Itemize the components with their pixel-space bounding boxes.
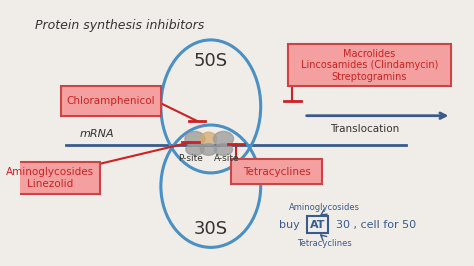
Text: P-site: P-site bbox=[178, 154, 203, 163]
FancyBboxPatch shape bbox=[231, 159, 322, 184]
Text: Translocation: Translocation bbox=[330, 124, 400, 134]
Text: Tetracyclines: Tetracyclines bbox=[297, 239, 352, 248]
FancyBboxPatch shape bbox=[307, 216, 328, 234]
FancyBboxPatch shape bbox=[61, 86, 161, 116]
Text: buy: buy bbox=[279, 220, 299, 230]
Text: mRNA: mRNA bbox=[79, 129, 114, 139]
Text: Protein synthesis inhibitors: Protein synthesis inhibitors bbox=[36, 19, 205, 32]
Text: 30 , cell for 50: 30 , cell for 50 bbox=[336, 220, 416, 230]
Text: AT: AT bbox=[310, 220, 325, 230]
Ellipse shape bbox=[213, 131, 234, 146]
Ellipse shape bbox=[201, 132, 217, 146]
FancyBboxPatch shape bbox=[288, 44, 451, 86]
Text: Macrolides
Lincosamides (Clindamycin)
Streptogramins: Macrolides Lincosamides (Clindamycin) St… bbox=[301, 49, 438, 82]
Ellipse shape bbox=[186, 144, 204, 155]
Text: 30S: 30S bbox=[194, 220, 228, 238]
Text: Aminoglycosides: Aminoglycosides bbox=[289, 203, 360, 212]
Ellipse shape bbox=[185, 131, 205, 146]
Ellipse shape bbox=[201, 144, 217, 155]
FancyBboxPatch shape bbox=[0, 162, 100, 194]
Text: Tetracyclines: Tetracyclines bbox=[243, 167, 310, 177]
Text: Aminoglycosides
Linezolid: Aminoglycosides Linezolid bbox=[6, 167, 94, 189]
Text: 50S: 50S bbox=[194, 52, 228, 70]
Text: A-site: A-site bbox=[214, 154, 239, 163]
Text: Chloramphenicol: Chloramphenicol bbox=[67, 96, 155, 106]
Ellipse shape bbox=[214, 144, 233, 155]
